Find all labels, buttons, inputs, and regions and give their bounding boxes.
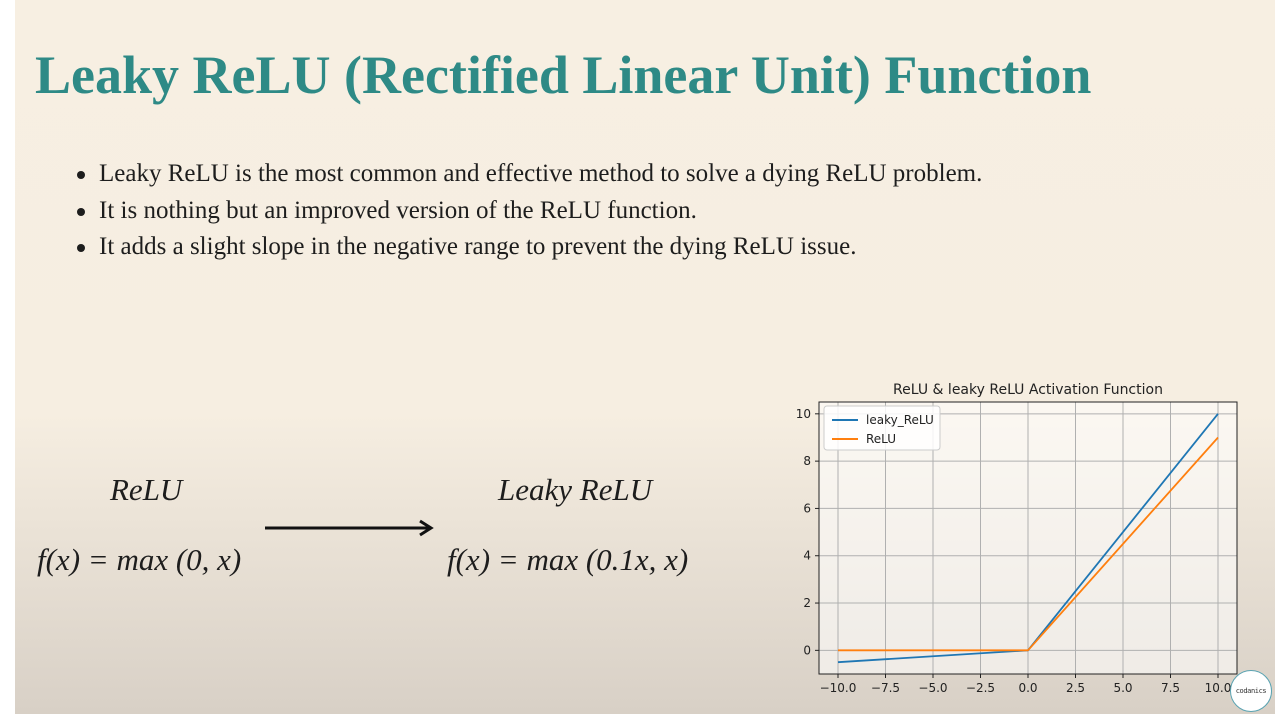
x-tick-label: 0.0 <box>1018 681 1037 695</box>
y-tick-label: 4 <box>803 549 811 563</box>
x-tick-label: 2.5 <box>1066 681 1085 695</box>
relu-formula: f(x) = max (0, x) <box>37 542 242 577</box>
codanics-logo: codanics <box>1230 670 1272 712</box>
y-tick-label: 8 <box>803 454 811 468</box>
x-tick-label: 7.5 <box>1161 681 1180 695</box>
relu-label: ReLU <box>110 472 183 507</box>
slide-title: Leaky ReLU (Rectified Linear Unit) Funct… <box>35 45 1092 105</box>
legend-label: ReLU <box>866 432 896 446</box>
x-tick-label: −5.0 <box>918 681 947 695</box>
leaky-relu-label: Leaky ReLU <box>498 472 653 507</box>
legend-label: leaky_ReLU <box>866 413 934 427</box>
slide: Leaky ReLU (Rectified Linear Unit) Funct… <box>15 0 1275 714</box>
y-tick-label: 0 <box>803 643 811 657</box>
bullet-text: It is nothing but an improved version of… <box>99 196 697 224</box>
bullet-dot <box>77 244 85 252</box>
bullet-text: Leaky ReLU is the most common and effect… <box>99 160 983 187</box>
activation-chart: −10.0 −7.5 −5.0 −2.5 0.0 2.5 5.0 7.5 10.0 0 2 4 6 8 10… <box>796 382 1238 695</box>
bullet-item: Leaky ReLU is the most common and effect… <box>75 156 982 193</box>
x-tick-label: 5.0 <box>1113 681 1132 695</box>
bullet-dot <box>77 207 85 216</box>
y-tick-label: 6 <box>803 501 811 515</box>
bullet-list: Leaky ReLU is the most common and effect… <box>75 156 982 266</box>
x-tick-label: −7.5 <box>871 681 900 695</box>
leaky-relu-formula: f(x) = max (0.1x, x) <box>447 542 689 577</box>
bullet-item: It is nothing but an improved version of… <box>75 193 982 230</box>
y-tick-label: 2 <box>803 596 811 610</box>
bullet-item: It adds a slight slope in the negative r… <box>75 229 982 266</box>
x-tick-label: −10.0 <box>820 681 857 695</box>
x-tick-label: 10.0 <box>1205 681 1232 695</box>
chart-title: ReLU & leaky ReLU Activation Function <box>893 382 1163 398</box>
x-tick-label: −2.5 <box>966 681 995 695</box>
bullet-dot <box>77 171 85 179</box>
arrow-right-icon <box>265 519 434 537</box>
series-line-relu <box>838 436 1219 652</box>
y-tick-label: 10 <box>796 407 811 421</box>
bullet-text: It adds a slight slope in the negative r… <box>99 233 857 260</box>
